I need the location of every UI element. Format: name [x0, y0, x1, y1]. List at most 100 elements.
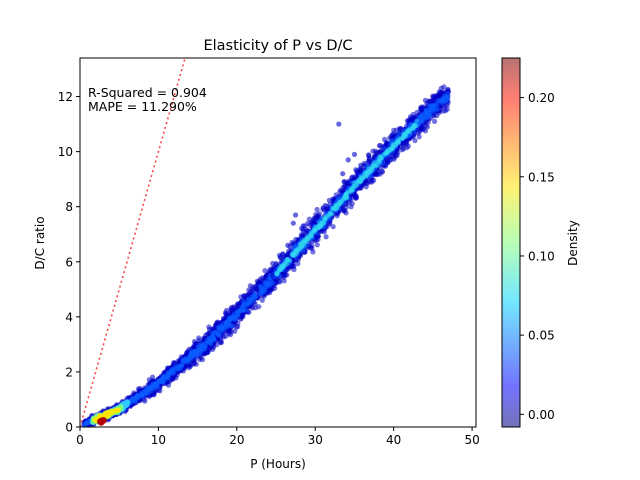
scatter-point	[302, 244, 308, 250]
scatter-point	[410, 111, 416, 118]
x-tick-label: 40	[386, 433, 401, 447]
scatter-point	[352, 180, 358, 185]
scatter-point	[207, 338, 213, 344]
r-squared-annotation: R-Squared = 0.904	[88, 85, 207, 100]
scatter-point	[217, 326, 222, 332]
scatter-point	[372, 163, 377, 169]
scatter-point	[432, 118, 438, 124]
scatter-point	[357, 185, 363, 191]
scatter-point	[217, 339, 224, 345]
scatter-point	[339, 194, 344, 200]
x-tick-label: 20	[229, 433, 244, 447]
scatter-point	[230, 315, 235, 321]
scatter-point	[211, 336, 217, 342]
scatter-point	[257, 283, 263, 289]
scatter-point	[236, 312, 242, 317]
scatter-point	[372, 171, 378, 177]
x-tick-label: 50	[464, 433, 479, 447]
scatter-point	[416, 129, 423, 135]
scatter-point	[299, 244, 304, 250]
scatter-point	[225, 323, 231, 329]
scatter-point	[445, 86, 451, 93]
scatter-point	[425, 109, 431, 115]
scatter-point	[383, 150, 389, 155]
scatter-point	[314, 242, 320, 248]
scatter-point	[262, 268, 268, 274]
scatter-point	[235, 320, 241, 326]
scatter-point	[333, 203, 339, 209]
scatter-point	[389, 140, 394, 146]
y-tick-label: 0	[65, 421, 73, 435]
scatter-point	[402, 133, 408, 139]
y-tick-label: 2	[65, 365, 73, 379]
scatter-point	[412, 124, 417, 130]
mape-annotation: MAPE = 11.290%	[88, 99, 197, 114]
scatter-point	[293, 212, 299, 218]
scatter-point	[400, 142, 407, 148]
scatter-point	[146, 390, 151, 396]
scatter-point	[316, 225, 322, 230]
scatter-point	[405, 143, 411, 149]
scatter-point	[369, 177, 375, 183]
scatter-point	[280, 251, 286, 257]
scatter-point	[434, 99, 440, 105]
scatter-point	[306, 232, 312, 238]
scatter-point	[115, 407, 121, 413]
scatter-point	[419, 119, 425, 124]
scatter-point	[330, 224, 336, 230]
scatter-point	[396, 135, 402, 141]
scatter-point	[193, 354, 199, 359]
scatter-point	[336, 121, 342, 127]
scatter-point	[343, 210, 349, 216]
scatter-point	[424, 124, 430, 130]
scatter-point	[151, 386, 157, 391]
colorbar-gradient	[502, 58, 520, 427]
scatter-point	[165, 375, 171, 380]
scatter-point	[370, 148, 376, 154]
scatter-point	[344, 180, 350, 186]
scatter-point	[399, 136, 405, 141]
scatter-point	[416, 134, 422, 140]
scatter-point	[377, 143, 384, 149]
y-tick-label: 8	[65, 200, 73, 214]
scatter-point	[291, 253, 296, 258]
scatter-point	[81, 421, 87, 427]
scatter-point	[299, 225, 305, 232]
scatter-point	[254, 278, 260, 284]
scatter-point	[323, 234, 329, 240]
y-axis-label: D/C ratio	[33, 216, 47, 269]
scatter-point	[408, 131, 414, 137]
scatter-point	[203, 343, 208, 349]
scatter-point	[330, 205, 336, 210]
scatter-point	[198, 343, 204, 349]
scatter-point	[292, 252, 298, 258]
scatter-point	[389, 146, 395, 151]
scatter-point	[434, 94, 440, 100]
scatter-point	[274, 272, 280, 277]
scatter-point	[196, 335, 202, 341]
scatter-point	[269, 272, 275, 279]
x-tick-label: 0	[76, 433, 84, 447]
scatter-point	[360, 176, 365, 181]
scatter-point	[420, 111, 426, 117]
scatter-point	[419, 104, 425, 110]
scatter-point	[183, 350, 189, 357]
scatter-point	[414, 118, 420, 123]
x-axis-label: P (Hours)	[250, 457, 306, 471]
scatter-point	[181, 359, 187, 365]
scatter-point	[142, 398, 148, 404]
scatter-point	[240, 307, 246, 312]
scatter-point	[341, 200, 347, 205]
scatter-point	[314, 206, 320, 213]
scatter-point	[259, 297, 265, 303]
scatter-point	[396, 139, 401, 144]
scatter-point	[322, 216, 328, 221]
scatter-point	[276, 267, 282, 272]
scatter-point	[276, 278, 283, 284]
scatter-point	[269, 286, 275, 292]
scatter-point	[299, 237, 305, 242]
scatter-point	[232, 328, 238, 334]
scatter-point	[321, 224, 327, 230]
scatter-point	[292, 247, 298, 253]
